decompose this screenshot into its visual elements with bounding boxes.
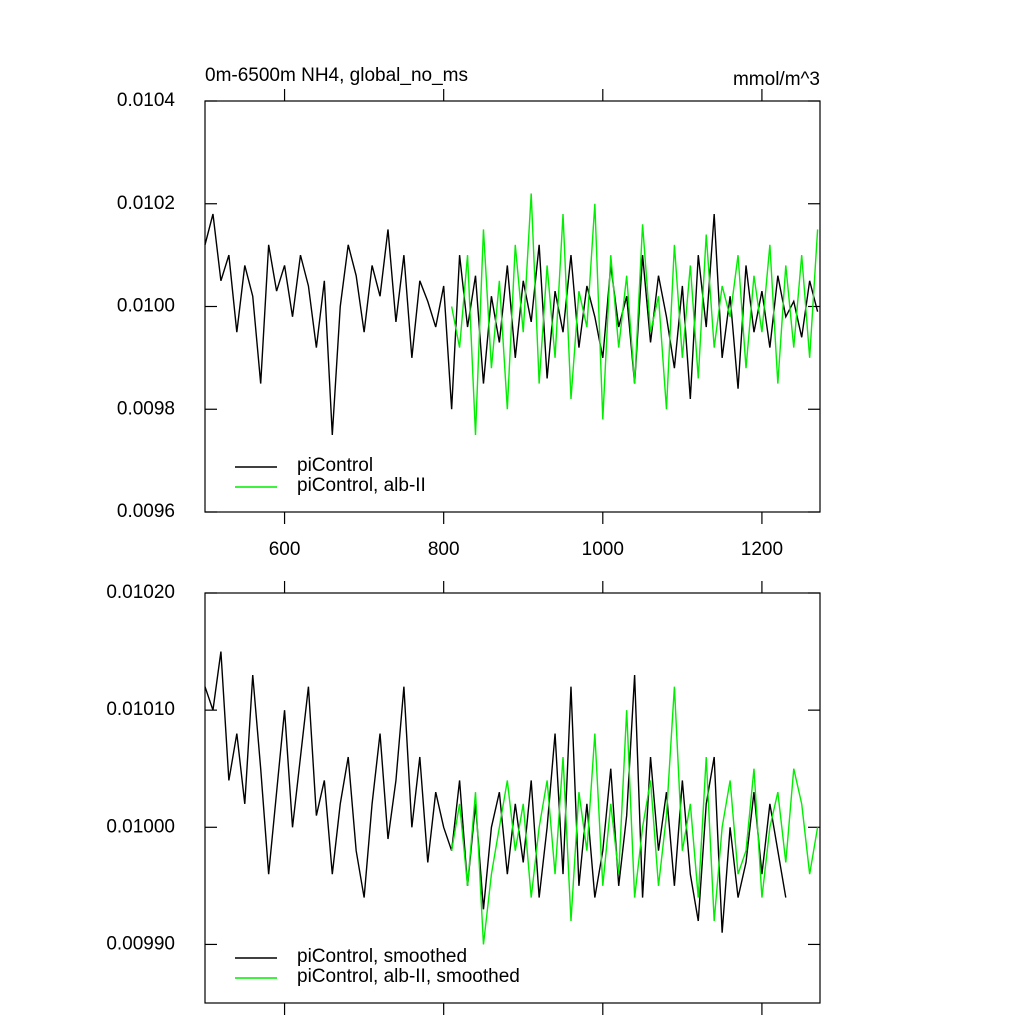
series-line (450, 686, 819, 945)
x-tick-label: 800 (428, 539, 460, 560)
y-tick-label: 0.01020 (106, 582, 175, 603)
y-tick-label: 0.0098 (117, 398, 175, 419)
plot-frame (204, 592, 821, 1004)
y-tick-label: 0.01000 (106, 816, 175, 837)
y-tick-label: 0.0100 (117, 296, 175, 317)
legend-label: piControl, alb-II (297, 475, 426, 496)
chart-title: 0m-6500m NH4, global_no_ms (205, 65, 468, 86)
x-tick-label: 1200 (741, 539, 783, 560)
y-tick-label: 0.0096 (117, 501, 175, 522)
legend-label: piControl, alb-II, smoothed (297, 966, 520, 987)
y-tick-label: 0.0104 (117, 90, 176, 111)
series-line (450, 193, 819, 435)
y-tick-label: 0.01010 (106, 699, 175, 720)
series-line (204, 651, 787, 933)
series-line (204, 213, 819, 435)
legend-label: piControl (297, 455, 373, 476)
plot-frame (204, 100, 821, 513)
y-tick-label: 0.0102 (117, 193, 175, 214)
x-tick-label: 1000 (582, 539, 624, 560)
y-tick-label: 0.00990 (106, 933, 175, 954)
units-label: mmol/m^3 (733, 69, 820, 90)
legend-label: piControl, smoothed (297, 946, 467, 967)
x-tick-label: 600 (269, 539, 301, 560)
